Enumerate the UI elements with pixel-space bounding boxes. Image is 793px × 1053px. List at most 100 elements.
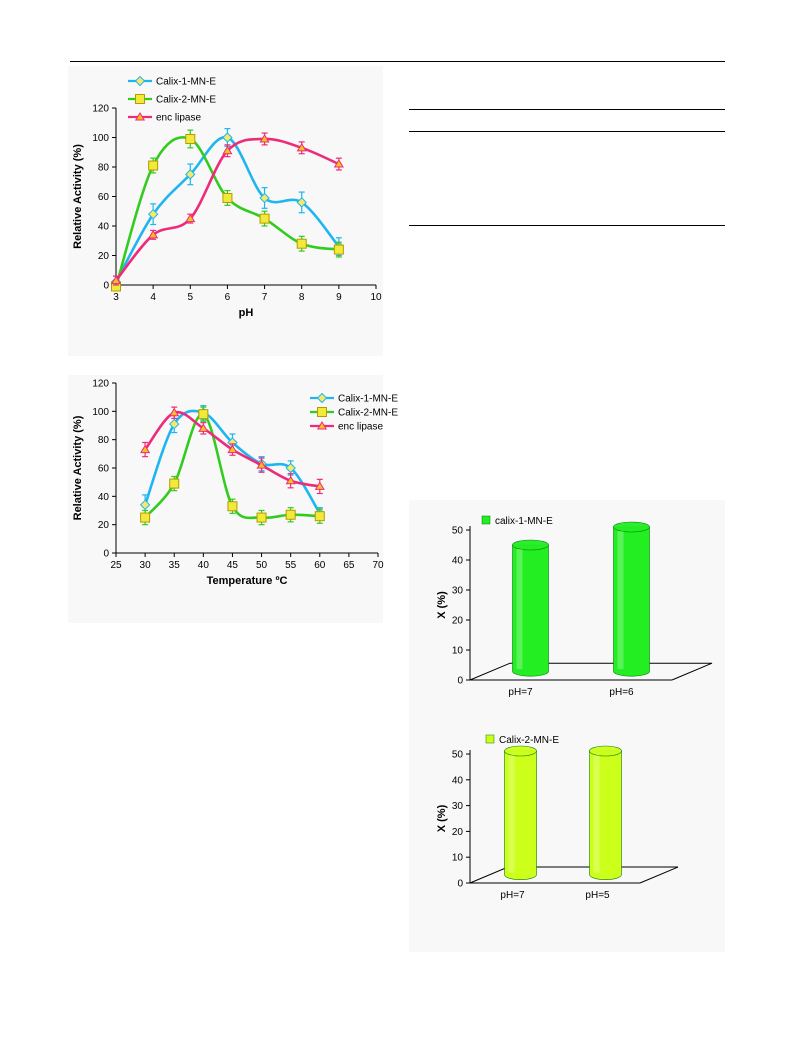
data-point-square: [333, 244, 344, 255]
bar-highlight: [508, 755, 515, 873]
y-tick-label: 60: [98, 192, 110, 203]
y-tick-label: 120: [92, 379, 109, 390]
data-point-square: [222, 192, 233, 203]
x-tick-label: 30: [140, 560, 152, 571]
legend-label: calix-1-MN-E: [495, 516, 553, 527]
y-axis-title: Relative Activity (%): [72, 144, 84, 249]
table-bottom-rule: [409, 225, 725, 226]
bar-cylinder-body: [589, 750, 622, 880]
x-tick-label: 4: [150, 292, 156, 303]
data-point-diamond: [185, 169, 196, 180]
data-point-diamond: [296, 197, 307, 208]
bar-cylinder-body: [504, 750, 537, 880]
data-point-triangle: [185, 213, 196, 223]
data-point-diamond: [169, 418, 180, 430]
legend-marker-triangle: [134, 112, 146, 121]
x-tick-label: 45: [227, 560, 239, 571]
temp-chart-panel: [68, 375, 383, 623]
data-point-triangle: [110, 275, 122, 285]
data-point-triangle: [227, 444, 238, 454]
page-header-rule: [70, 61, 725, 62]
data-point-diamond: [259, 192, 270, 204]
legend-marker-triangle: [316, 421, 328, 430]
data-point-triangle: [222, 145, 233, 155]
data-point-diamond: [222, 132, 233, 143]
data-point-square: [259, 213, 270, 224]
y-tick-label: 50: [452, 750, 464, 761]
legend-label: enc lipase: [338, 422, 383, 433]
x-tick-label: 8: [299, 292, 305, 303]
y-tick-label: 20: [98, 520, 110, 531]
x-tick-label: 55: [285, 560, 297, 571]
x-axis-title: pH: [239, 307, 254, 319]
legend-label: Calix-2-MN-E: [499, 735, 559, 746]
legend-label: Calix-2-MN-E: [156, 95, 216, 106]
data-point-diamond: [285, 462, 296, 474]
x-tick-label: 40: [198, 560, 210, 571]
bar-cylinder-body: [613, 526, 650, 677]
x-axis-title: Temperature ºC: [207, 575, 288, 587]
y-tick-label: 30: [452, 801, 464, 812]
data-point-diamond: [139, 499, 151, 511]
legend-swatch: [481, 515, 491, 525]
y-tick-label: 10: [452, 853, 464, 864]
x-tick-label: 60: [314, 560, 326, 571]
data-point-square: [148, 160, 159, 171]
y-tick-label: 80: [98, 163, 110, 174]
bar-highlight: [617, 531, 624, 670]
data-point-square: [314, 511, 325, 522]
data-point-triangle: [314, 481, 325, 490]
y-tick-label: 0: [103, 281, 109, 292]
y-tick-label: 100: [92, 407, 109, 418]
y-tick-label: 10: [452, 646, 464, 657]
x-tick-label: 35: [169, 560, 181, 571]
x-tick-label: 3: [113, 292, 119, 303]
floor-plane: [469, 662, 713, 681]
legend-swatch: [485, 734, 495, 744]
x-tick-label: 25: [110, 560, 122, 571]
x-tick-label: pH=7: [500, 890, 525, 901]
data-point-square: [198, 409, 209, 420]
data-point-square: [285, 509, 296, 520]
data-point-triangle: [169, 407, 180, 417]
data-point-square: [296, 238, 307, 249]
x-tick-label: 9: [336, 292, 342, 303]
y-tick-label: 40: [452, 556, 464, 567]
y-axis-title: Relative Activity (%): [72, 415, 84, 520]
x-tick-label: pH=6: [609, 687, 634, 698]
x-tick-label: 65: [343, 560, 355, 571]
y-tick-label: 0: [457, 879, 463, 890]
data-point-square: [227, 501, 238, 512]
data-point-triangle: [259, 134, 270, 143]
y-tick-label: 100: [92, 133, 109, 144]
y-tick-label: 80: [98, 435, 110, 446]
y-tick-label: 60: [98, 464, 110, 475]
legend-marker-diamond: [134, 75, 146, 87]
bar-cylinder-body: [512, 544, 549, 677]
table-top-rule: [409, 109, 725, 110]
legend-label: Calix-2-MN-E: [338, 408, 398, 419]
x-tick-label: pH=7: [508, 687, 533, 698]
x-tick-label: 70: [372, 560, 384, 571]
y-tick-label: 40: [452, 775, 464, 786]
data-point-square: [169, 478, 180, 489]
data-point-square: [185, 133, 196, 144]
y-tick-label: 40: [98, 222, 110, 233]
data-point-square: [256, 512, 267, 523]
y-tick-label: 20: [452, 616, 464, 627]
data-point-triangle: [285, 475, 296, 485]
bar-charts-panel: [409, 500, 725, 952]
y-axis-title: X (%): [436, 804, 448, 832]
y-tick-label: 20: [452, 827, 464, 838]
x-tick-label: 7: [262, 292, 268, 303]
y-tick-label: 20: [98, 251, 110, 262]
bar-cylinder-top: [589, 745, 622, 757]
legend-label: Calix-1-MN-E: [338, 394, 398, 405]
y-tick-label: 0: [457, 676, 463, 687]
legend-marker-square: [317, 407, 327, 417]
x-tick-label: 6: [225, 292, 231, 303]
